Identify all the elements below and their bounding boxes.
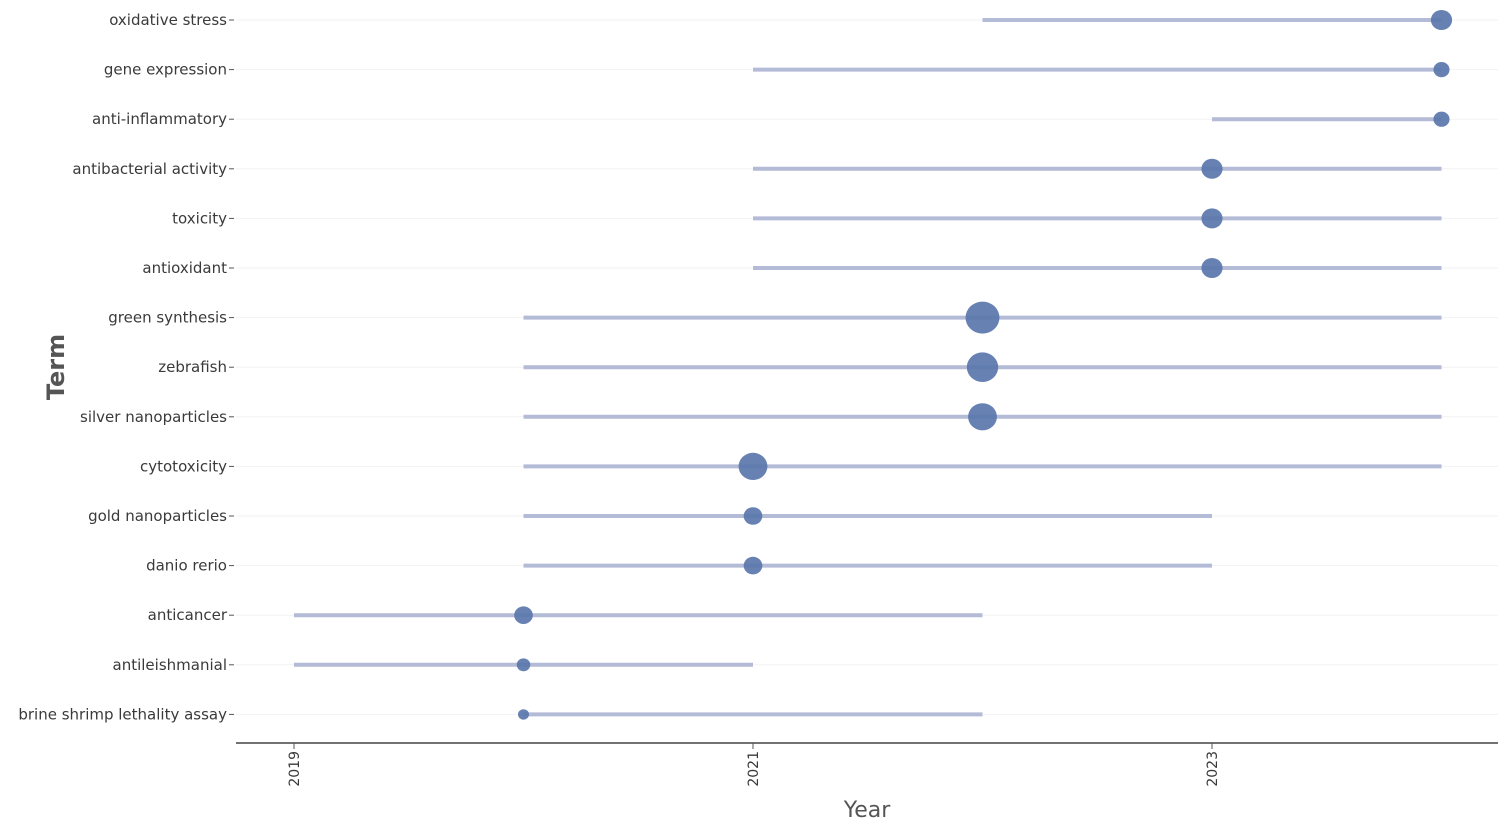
x-tick-label: 2023 <box>1205 751 1221 787</box>
term-label: antileishmanial <box>113 656 227 674</box>
x-tick-label: 2021 <box>746 751 762 787</box>
term-label: gold nanoparticles <box>88 507 227 525</box>
term-label: cytotoxicity <box>140 457 227 475</box>
term-label: antibacterial activity <box>72 160 227 178</box>
term-label: anti-inflammatory <box>92 110 227 128</box>
term-peak-point <box>743 507 763 525</box>
term-peak-point <box>965 301 1000 334</box>
term-label: antioxidant <box>142 259 227 277</box>
x-axis-title: Year <box>843 798 892 823</box>
term-peak-point <box>1201 208 1223 229</box>
term-peak-point <box>1430 10 1453 30</box>
term-peak-point <box>517 709 530 720</box>
term-peak-point <box>1201 158 1223 179</box>
term-peak-point <box>738 452 768 480</box>
y-axis-title: Term <box>42 334 70 400</box>
term-label: zebrafish <box>158 358 227 376</box>
term-peak-point <box>966 352 999 383</box>
term-label: silver nanoparticles <box>80 408 227 426</box>
term-label: gene expression <box>104 61 227 79</box>
term-peak-point <box>743 556 763 575</box>
term-label: toxicity <box>172 209 227 227</box>
term-peak-point <box>1433 62 1450 78</box>
term-peak-point <box>516 658 531 672</box>
term-peak-point <box>968 403 997 431</box>
term-label: brine shrimp lethality assay <box>18 705 227 723</box>
term-label: danio rerio <box>146 557 227 575</box>
term-peak-point <box>1201 258 1223 278</box>
term-label: anticancer <box>148 606 228 624</box>
x-tick-label: 2019 <box>287 751 303 787</box>
term-label: oxidative stress <box>109 11 227 29</box>
term-peak-point <box>1433 111 1450 127</box>
term-peak-point <box>514 606 533 624</box>
term-label: green synthesis <box>108 309 227 327</box>
